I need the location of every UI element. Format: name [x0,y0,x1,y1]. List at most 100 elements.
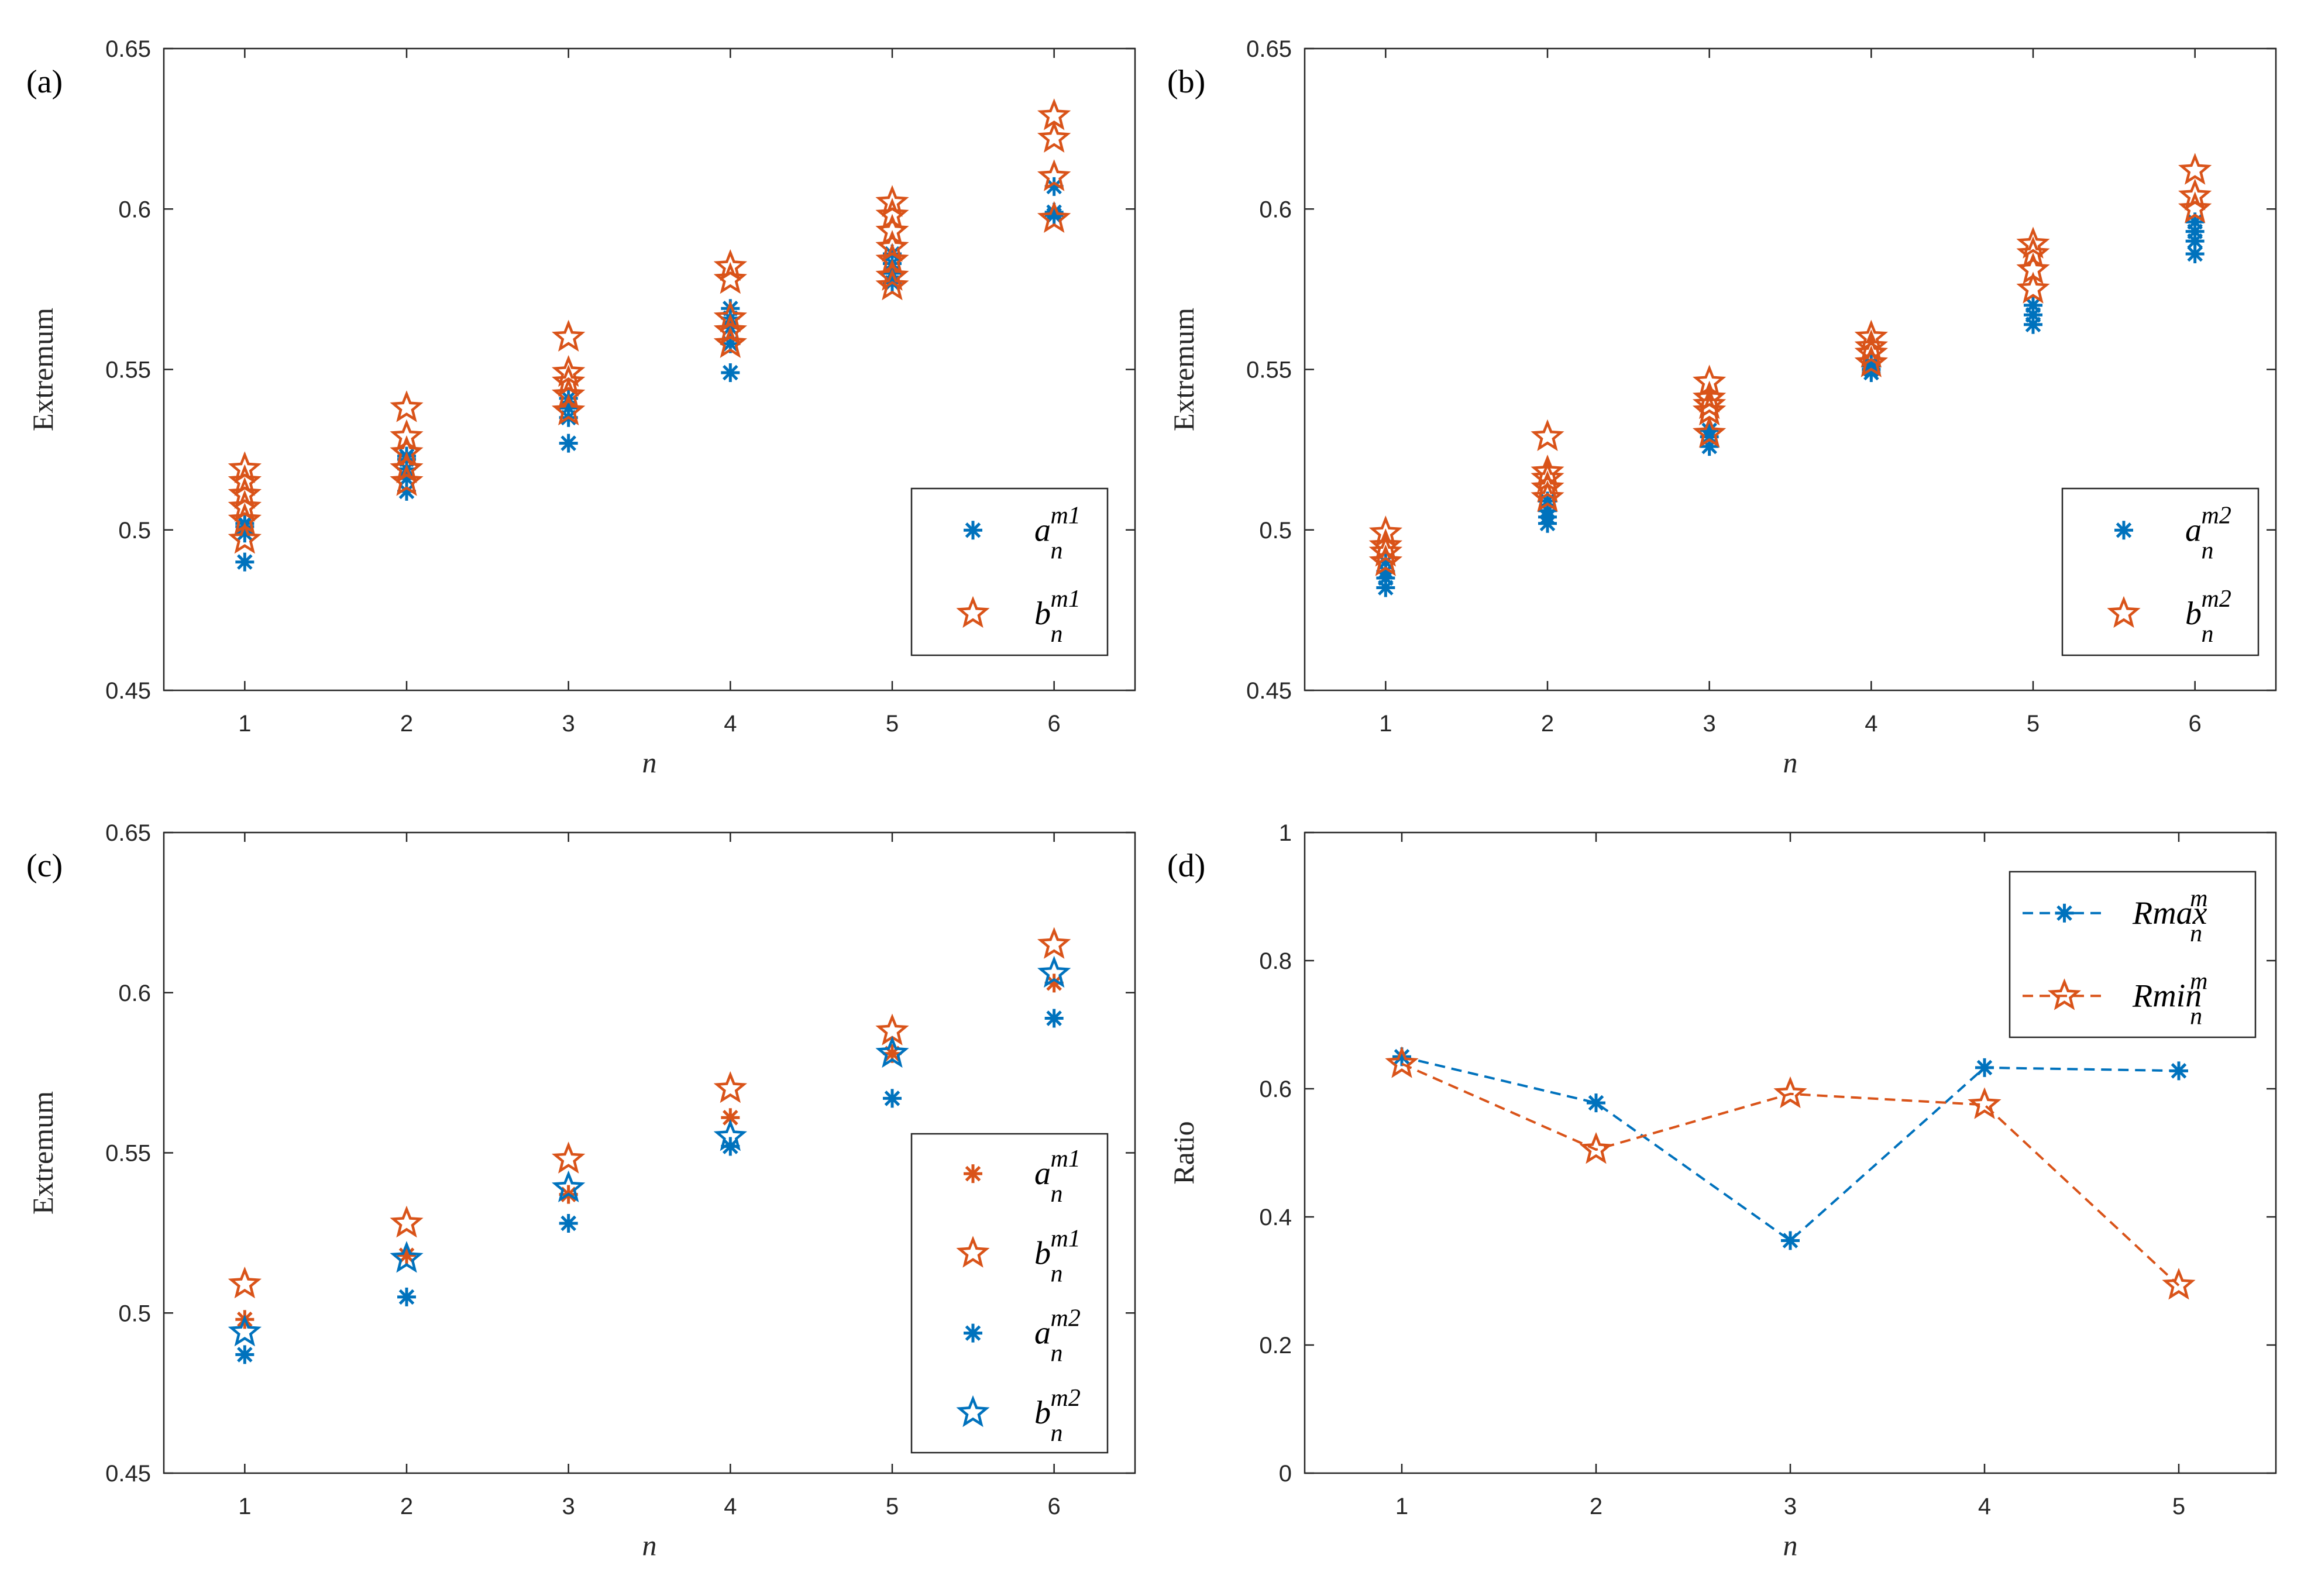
data-point [1044,974,1064,993]
x-axis-label: n [642,746,657,779]
series-b-m2 [1368,153,2212,576]
y-tick-label: 0.55 [105,357,151,383]
data-point [713,262,747,294]
data-point [551,319,586,352]
data-point [2185,212,2205,232]
data-point [875,214,909,246]
data-point [713,1119,747,1151]
legend-label-sup: m1 [1051,1225,1081,1252]
x-tick-label: 3 [562,1494,575,1519]
data-point [1037,955,1071,988]
x-tick-label: 1 [238,1494,251,1519]
data-point [713,326,747,358]
data-point [713,249,748,281]
data-point [552,1170,586,1203]
x-axis-label: n [1783,1529,1798,1561]
data-point [390,1241,424,1273]
data-point [559,398,578,418]
legend-label-sup: m2 [1051,1385,1081,1412]
y-tick-label: 0.45 [1246,678,1292,704]
x-tick-label: 1 [1379,711,1392,737]
x-axis-label: n [1783,746,1798,779]
data-point [552,364,586,397]
legend-label-sup: m1 [1051,1146,1081,1172]
legend-marker [956,1236,990,1268]
legend-label: b [1034,1235,1051,1271]
data-point [1773,1076,1807,1109]
series-Rmin-m [1385,1046,2196,1300]
data-point [713,1071,748,1103]
series-b-m1 [228,98,1071,554]
legend-label: Rmax [2132,895,2207,931]
data-point [1044,202,1064,222]
x-tick-label: 2 [1590,1494,1602,1519]
legend-item: a m1 n [964,1146,1081,1208]
legend-item: a m2 n [2114,502,2231,564]
x-tick-label: 1 [238,711,251,737]
data-point [721,1137,740,1156]
legend-label-sup: m [2190,968,2207,995]
series-Rmax-m [1392,1047,2188,1250]
legend-label-sub: n [2190,1003,2202,1030]
data-point [1692,416,1727,448]
legend-label-sup: m1 [1051,586,1081,613]
series-b-m2 [228,955,1071,1347]
x-tick-label: 2 [400,711,413,737]
data-point [875,230,909,262]
y-tick-label: 0.65 [105,36,151,62]
data-point [1862,353,1881,373]
data-point [1376,578,1395,597]
x-tick-label: 2 [400,1494,413,1519]
y-tick-label: 0.55 [1246,357,1292,383]
data-point [1368,544,1403,576]
y-tick-label: 0.55 [105,1141,151,1167]
data-point [1693,387,1727,419]
legend-label-sub: n [1051,537,1063,564]
legend-item: b m2 n [2107,586,2231,648]
legend-label: Rmin [2132,978,2202,1014]
data-point [1531,454,1564,487]
y-axis-label: Extremum [26,308,59,431]
data-point [1531,460,1564,493]
data-point [390,1205,424,1238]
y-tick-label: 0.5 [118,518,151,544]
y-tick-label: 0.2 [1259,1333,1292,1358]
y-tick-label: 0.45 [105,1461,151,1487]
legend-item: b m1 n [956,586,1081,648]
y-tick-label: 0.6 [118,981,151,1006]
y-tick-label: 0 [1279,1461,1292,1487]
x-tick-label: 3 [1703,711,1716,737]
data-point [1392,1047,1411,1067]
y-tick-label: 0.45 [105,678,151,704]
y-axis-label: Extremum [1167,308,1200,431]
legend-label-sub: n [2202,537,2214,564]
legend-item: b m2 n [956,1385,1081,1447]
data-point [228,1314,262,1347]
series-a-m2 [1376,212,2205,597]
x-tick-label: 3 [1784,1494,1797,1519]
legend-label: b [1034,1395,1051,1431]
data-point [2024,315,2042,334]
data-point [2016,226,2050,259]
data-point [1368,515,1402,548]
legend-box [2061,487,2260,656]
data-point [2016,271,2050,304]
data-point [390,435,424,467]
data-point [390,451,424,483]
data-point [1538,501,1557,520]
data-point [228,451,262,483]
legend-label: a [1034,512,1051,548]
data-point [228,503,262,535]
x-tick-label: 6 [2189,711,2202,737]
x-tick-label: 5 [886,1494,899,1519]
data-point [721,299,740,318]
y-tick-label: 0.5 [118,1301,151,1326]
data-point [2169,1061,2188,1081]
data-point [875,198,909,230]
data-point [559,1213,578,1233]
data-point [721,334,740,353]
y-tick-label: 0.8 [1259,948,1292,974]
